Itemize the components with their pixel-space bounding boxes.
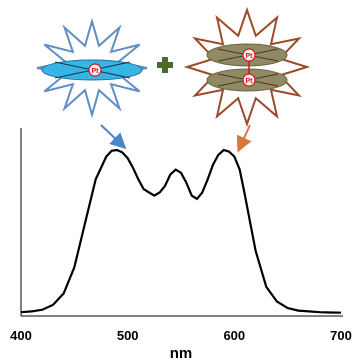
pt-atom-icon bbox=[242, 48, 256, 62]
pt-atom-icon bbox=[242, 73, 256, 87]
dimer-complex-icon: Pt Pt bbox=[183, 6, 311, 128]
x-tick-label-500: 500 bbox=[117, 328, 139, 343]
x-tick-label-700: 700 bbox=[330, 328, 352, 343]
pt-label-top: Pt bbox=[246, 53, 254, 60]
emission-spectrum-line bbox=[20, 148, 342, 314]
x-tick-labels: 400 500 600 700 bbox=[10, 328, 352, 343]
pt-label-bottom: Pt bbox=[246, 78, 254, 85]
x-tick-label-400: 400 bbox=[10, 328, 32, 343]
x-axis-unit: nm bbox=[170, 345, 193, 362]
arrow-to-dimer-peak bbox=[236, 124, 252, 153]
monomer-complex-icon: Pt bbox=[36, 17, 148, 119]
arrow-to-monomer-peak bbox=[100, 124, 127, 150]
x-tick-label-600: 600 bbox=[223, 328, 245, 343]
pt-atom-icon bbox=[88, 63, 102, 77]
plus-icon bbox=[157, 57, 173, 73]
pt-label: Pt bbox=[92, 68, 100, 75]
right-burst bbox=[183, 6, 311, 128]
